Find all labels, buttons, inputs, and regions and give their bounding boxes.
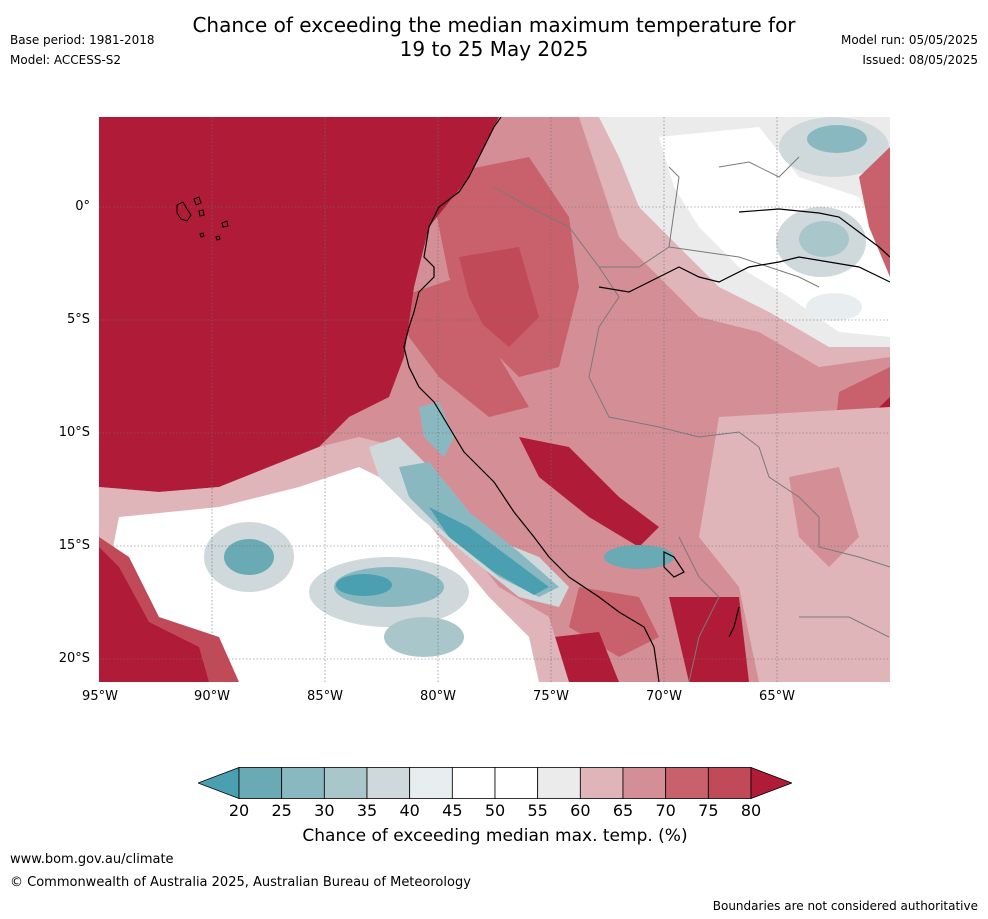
colorbar-segment	[707, 767, 752, 799]
se-pale-region	[699, 407, 890, 682]
colorbar-segment	[665, 767, 709, 799]
colorbar-segment	[537, 767, 581, 799]
probability-map	[99, 117, 890, 682]
title-line-1: Chance of exceeding the median maximum t…	[192, 13, 796, 37]
colorbar-segment	[366, 767, 411, 799]
colorbar-high-arrow	[750, 766, 794, 800]
coast-red-band	[399, 277, 529, 417]
base-period: Base period: 1981-2018	[10, 33, 155, 47]
colorbar-tick-label: 70	[655, 801, 676, 820]
colorbar-segment	[323, 767, 368, 799]
colorbar-tick-label: 20	[228, 801, 250, 820]
map-title: Chance of exceeding the median maximum t…	[160, 13, 828, 61]
title-line-2: 19 to 25 May 2025	[399, 37, 589, 61]
meta-left: Base period: 1981-2018 Model: ACCESS-S2	[10, 30, 155, 70]
colorbar-tick-label: 30	[314, 801, 335, 820]
bolivia-red	[669, 597, 749, 682]
lon-label-90w: 90°W	[194, 689, 230, 704]
lat-label-15s: 15°S	[58, 538, 90, 553]
model-run: Model run: 05/05/2025	[840, 33, 978, 47]
lat-label-20s: 20°S	[58, 651, 90, 666]
colorbar-tick-label: 25	[271, 801, 292, 820]
galapagos-islands	[176, 196, 229, 241]
ne-blue-blob-2-core	[799, 221, 849, 257]
colorbar-tick-label: 40	[399, 801, 420, 820]
colorbar	[196, 766, 794, 800]
colorbar-segment	[622, 767, 667, 799]
colorbar-label: Chance of exceeding median max. temp. (%…	[302, 826, 688, 846]
coastal-blue-mid	[399, 462, 559, 597]
map-graticule	[99, 117, 890, 682]
lon-label-95w: 95°W	[82, 689, 118, 704]
colorbar-tick-label: 65	[612, 801, 634, 820]
colorbar-segment	[409, 767, 453, 799]
coastal-blue-core	[429, 507, 549, 595]
colorbar-segment	[451, 767, 496, 799]
country-borders	[493, 156, 890, 682]
ne-white-region	[659, 127, 890, 337]
sw-blue-blob-2-core	[336, 574, 392, 596]
colorbar-tick-label: 60	[570, 801, 591, 820]
footer-disclaimer: Boundaries are not considered authoritat…	[712, 899, 978, 913]
colorbar-segment	[579, 767, 624, 799]
model-name: Model: ACCESS-S2	[10, 53, 122, 67]
lon-label-75w: 75°W	[533, 689, 569, 704]
lon-label-65w: 65°W	[759, 689, 795, 704]
footer-url: www.bom.gov.au/climate	[10, 852, 174, 867]
coastline	[403, 117, 890, 682]
lat-label-5s: 5°S	[66, 312, 90, 327]
lon-label-70w: 70°W	[646, 689, 682, 704]
sw-blue-blob-1-core	[224, 539, 274, 575]
colorbar-tick-label: 35	[356, 801, 378, 820]
sw-red-core	[99, 547, 209, 682]
lake-blue-blob	[604, 545, 674, 569]
lat-label-0: 0°	[75, 199, 90, 214]
north-blue-streak	[419, 402, 454, 457]
map-svg	[99, 117, 890, 682]
colorbar-tick-label: 55	[527, 801, 548, 820]
peru-red-band	[519, 437, 659, 547]
e-edge-red-1	[859, 147, 890, 277]
se-mid-region	[789, 467, 859, 567]
lon-label-85w: 85°W	[307, 689, 343, 704]
ne-blue-blob-3	[806, 293, 862, 321]
colorbar-low-arrow	[196, 766, 240, 800]
north-andes-dark	[459, 247, 539, 347]
colorbar-svg	[196, 766, 794, 800]
lat-label-10s: 10°S	[58, 425, 90, 440]
meta-right: Model run: 05/05/2025 Issued: 08/05/2025	[841, 30, 978, 70]
sw-blue-blob-3	[384, 617, 464, 657]
colorbar-tick-label: 45	[442, 801, 463, 820]
colorbar-segment	[281, 767, 325, 799]
colorbar-tick-label: 75	[698, 801, 719, 820]
colorbar-tick-label: 50	[484, 801, 506, 820]
issued-date: Issued: 08/05/2025	[862, 53, 978, 67]
south-red-2	[554, 632, 619, 682]
footer-copyright: © Commonwealth of Australia 2025, Austra…	[10, 875, 471, 890]
ne-blue-blob-1-core	[807, 125, 867, 153]
colorbar-segment	[238, 767, 283, 799]
colorbar-segment	[494, 767, 539, 799]
lon-label-80w: 80°W	[420, 689, 456, 704]
colorbar-tick-label: 80	[740, 801, 762, 820]
